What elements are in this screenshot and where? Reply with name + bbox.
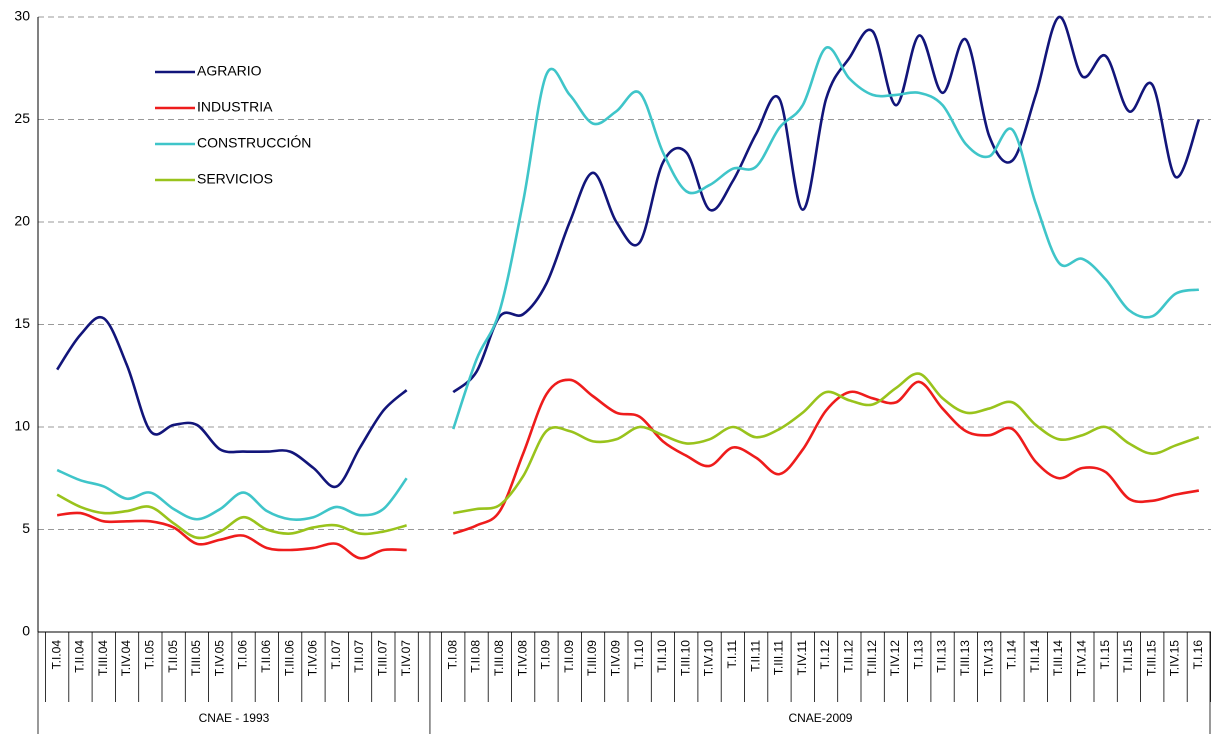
x-tick-label: T.IV.14 [1075, 640, 1089, 677]
x-tick-label: T.IV.08 [515, 640, 529, 677]
group-label: CNAE - 1993 [199, 711, 270, 725]
x-tick-label: T.I.04 [49, 640, 63, 670]
x-tick-label: T.IV.09 [609, 640, 623, 677]
x-tick-label: T.III.13 [958, 640, 972, 676]
x-tick-label: T.IV.12 [888, 640, 902, 677]
x-tick-label: T.I.12 [818, 640, 832, 670]
x-tick-label: T.III.06 [282, 640, 296, 676]
series-line [453, 372, 1200, 515]
series-line [56, 315, 408, 489]
y-tick-label: 0 [22, 623, 30, 639]
x-tick-label: T.I.15 [1098, 640, 1112, 670]
x-tick-label: T.IV.04 [119, 640, 133, 677]
legend-label: SERVICIOS [197, 171, 273, 187]
x-tick-label: T.I.06 [236, 640, 250, 670]
x-tick-label: T.I.16 [1191, 640, 1205, 670]
series-line [56, 493, 407, 540]
x-tick-label: T.III.12 [865, 640, 879, 676]
x-tick-label: T.I.14 [1005, 640, 1019, 670]
legend-label: INDUSTRIA [197, 99, 273, 115]
legend-label: CONSTRUCCIÓN [197, 135, 311, 151]
group-label: CNAE-2009 [788, 711, 852, 725]
x-tick-label: T.I.11 [725, 640, 739, 669]
series-line [452, 46, 1200, 430]
y-tick-label: 5 [22, 520, 30, 536]
x-tick-label: T.II.06 [259, 640, 273, 673]
x-tick-label: T.II.10 [655, 640, 669, 673]
x-tick-label: T.III.07 [376, 640, 390, 676]
x-tick-label: T.IV.10 [702, 640, 716, 677]
x-tick-label: T.II.07 [352, 640, 366, 673]
x-tick-label: T.II.08 [469, 640, 483, 673]
x-tick-label: T.III.11 [772, 640, 786, 675]
x-tick-label: T.III.15 [1144, 640, 1158, 676]
x-tick-label: T.III.10 [678, 640, 692, 676]
series-line [56, 468, 408, 521]
x-tick-label: T.IV.05 [212, 640, 226, 677]
x-tick-label: T.II.05 [166, 640, 180, 673]
x-tick-label: T.IV.11 [795, 640, 809, 676]
x-tick-label: T.IV.15 [1168, 640, 1182, 677]
x-tick-label: T.I.05 [143, 640, 157, 670]
legend-label: AGRARIO [197, 63, 262, 79]
x-tick-label: T.II.09 [562, 640, 576, 673]
x-tick-label: T.II.15 [1121, 640, 1135, 673]
x-tick-label: T.III.08 [492, 640, 506, 676]
x-tick-label: T.II.13 [935, 640, 949, 673]
y-tick-label: 30 [14, 8, 30, 24]
x-tick-label: T.IV.13 [981, 640, 995, 677]
x-tick-label: T.III.05 [189, 640, 203, 676]
x-tick-label: T.II.12 [842, 640, 856, 673]
x-tick-label: T.IV.06 [306, 640, 320, 677]
y-tick-label: 15 [14, 315, 30, 331]
x-tick-label: T.II.11 [748, 640, 762, 672]
x-tick-label: T.II.04 [73, 640, 87, 673]
y-tick-label: 10 [14, 418, 30, 434]
x-tick-label: T.I.09 [539, 640, 553, 670]
series-line [452, 15, 1201, 394]
y-tick-label: 25 [14, 110, 30, 126]
x-tick-label: T.III.14 [1051, 640, 1065, 676]
x-tick-label: T.I.13 [911, 640, 925, 670]
x-tick-label: T.IV.07 [399, 640, 413, 677]
x-tick-label: T.II.14 [1028, 640, 1042, 673]
x-tick-label: T.III.04 [96, 640, 110, 676]
series-line [56, 511, 407, 560]
y-tick-label: 20 [14, 213, 30, 229]
x-tick-label: T.I.07 [329, 640, 343, 670]
x-tick-label: T.III.09 [585, 640, 599, 676]
series-line [452, 378, 1200, 535]
x-tick-label: T.I.08 [445, 640, 459, 670]
x-tick-label: T.I.10 [632, 640, 646, 670]
